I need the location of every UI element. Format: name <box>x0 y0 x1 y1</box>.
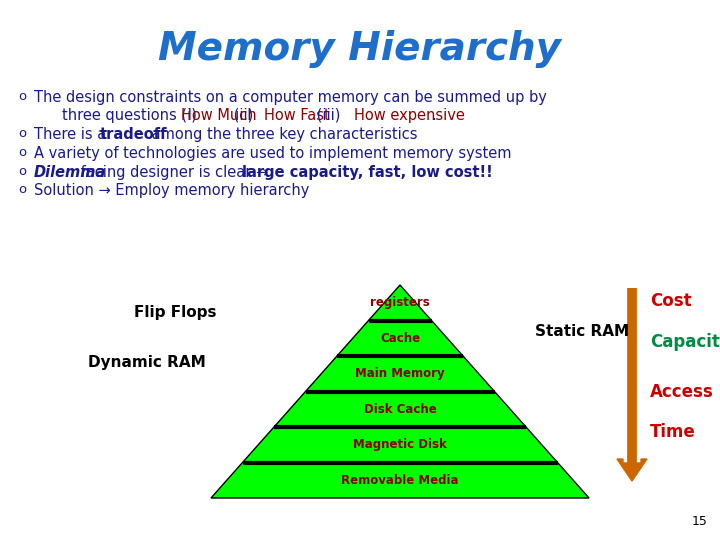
Text: large capacity, fast, low cost!!: large capacity, fast, low cost!! <box>242 165 493 180</box>
Text: tradeoff: tradeoff <box>99 127 167 142</box>
Text: Cost: Cost <box>650 292 692 310</box>
Polygon shape <box>305 356 495 392</box>
Text: Solution → Employ memory hierarchy: Solution → Employ memory hierarchy <box>34 183 310 198</box>
Text: .: . <box>431 108 436 123</box>
Polygon shape <box>243 427 557 462</box>
Text: How expensive: How expensive <box>354 108 464 123</box>
Text: o: o <box>18 127 26 140</box>
Text: The design constraints on a computer memory can be summed up by: The design constraints on a computer mem… <box>34 90 547 105</box>
Text: (iii): (iii) <box>312 108 345 123</box>
Text: There is a: There is a <box>34 127 111 142</box>
Text: o: o <box>18 146 26 159</box>
Polygon shape <box>274 392 526 427</box>
Text: Cache: Cache <box>380 332 420 345</box>
Text: Dynamic RAM: Dynamic RAM <box>88 354 206 369</box>
Text: 15: 15 <box>692 515 708 528</box>
FancyArrow shape <box>617 459 647 481</box>
Text: among the three key characteristics: among the three key characteristics <box>147 127 418 142</box>
Text: Main Memory: Main Memory <box>355 367 445 380</box>
Text: Memory Hierarchy: Memory Hierarchy <box>158 30 562 68</box>
Polygon shape <box>211 462 589 498</box>
Text: Removable Media: Removable Media <box>341 474 459 487</box>
Text: Time: Time <box>650 423 696 441</box>
Text: Dilemma: Dilemma <box>34 165 107 180</box>
Text: How Fast: How Fast <box>264 108 330 123</box>
Text: three questions (i): three questions (i) <box>62 108 202 123</box>
Text: facing designer is clear →: facing designer is clear → <box>76 165 273 180</box>
Text: Disk Cache: Disk Cache <box>364 403 436 416</box>
Polygon shape <box>369 285 431 321</box>
Polygon shape <box>337 321 463 356</box>
Text: o: o <box>18 165 26 178</box>
Text: Magnetic Disk: Magnetic Disk <box>353 438 447 451</box>
Text: Capacity: Capacity <box>650 333 720 351</box>
Text: (ii): (ii) <box>229 108 258 123</box>
Text: A variety of technologies are used to implement memory system: A variety of technologies are used to im… <box>34 146 511 161</box>
Text: o: o <box>18 183 26 196</box>
Text: o: o <box>18 90 26 103</box>
Text: registers: registers <box>370 296 430 309</box>
Text: Access: Access <box>650 383 714 401</box>
Text: Static RAM: Static RAM <box>535 325 629 340</box>
Text: How Much: How Much <box>181 108 256 123</box>
Text: Flip Flops: Flip Flops <box>134 305 216 320</box>
